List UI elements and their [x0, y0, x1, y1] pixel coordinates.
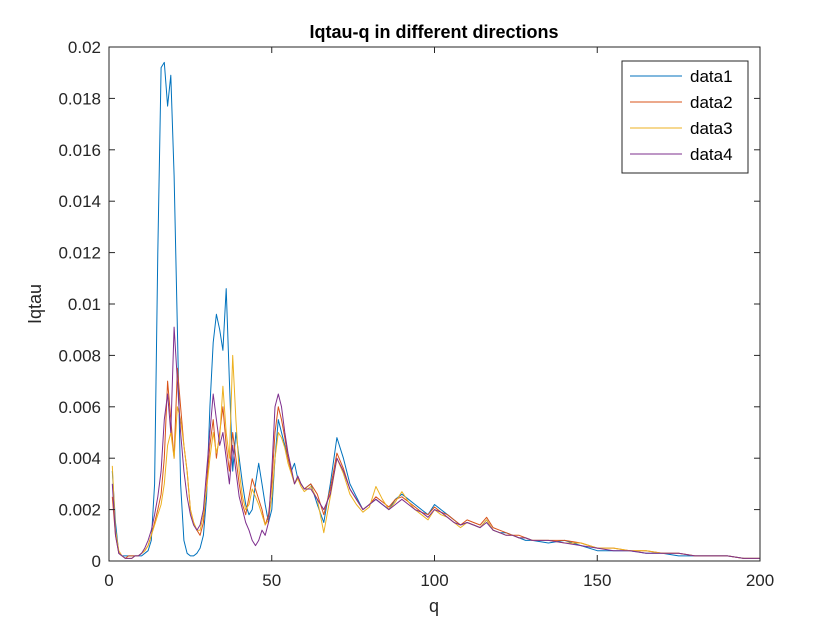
legend[interactable]: data1 data2 data3 data4 — [621, 60, 749, 174]
y-tick-label: 0.018 — [58, 89, 101, 108]
chart-title: Iqtau-q in different directions — [309, 22, 558, 42]
legend-label-data1: data1 — [690, 67, 733, 86]
x-tick-label: 150 — [583, 571, 611, 590]
x-tick-label: 0 — [104, 571, 113, 590]
y-axis-label: Iqtau — [25, 284, 45, 324]
y-tick-label: 0.002 — [58, 501, 101, 520]
y-tick-label: 0.014 — [58, 192, 101, 211]
y-tick-label: 0.006 — [58, 398, 101, 417]
legend-label-data2: data2 — [690, 93, 733, 112]
x-axis-label: q — [429, 596, 439, 616]
y-tick-label: 0.008 — [58, 346, 101, 365]
y-tick-label: 0.004 — [58, 449, 101, 468]
series-layer — [111, 61, 760, 559]
x-tick-label: 50 — [262, 571, 281, 590]
y-tick-label: 0.016 — [58, 141, 101, 160]
legend-label-data4: data4 — [690, 145, 733, 164]
y-tick-label: 0.02 — [68, 38, 101, 57]
series-line-data4 — [111, 326, 760, 559]
x-tick-label: 200 — [746, 571, 774, 590]
y-tick-label: 0.012 — [58, 244, 101, 263]
y-tick-label: 0.01 — [68, 295, 101, 314]
x-tick-label: 100 — [420, 571, 448, 590]
legend-label-data3: data3 — [690, 119, 733, 138]
y-tick-label: 0 — [92, 552, 101, 571]
y-axis-ticks: 0 0.002 0.004 0.006 0.008 0.01 0.012 0.014 0.016… — [58, 38, 760, 571]
x-axis-ticks: 0 50 100 150 200 — [104, 47, 774, 590]
